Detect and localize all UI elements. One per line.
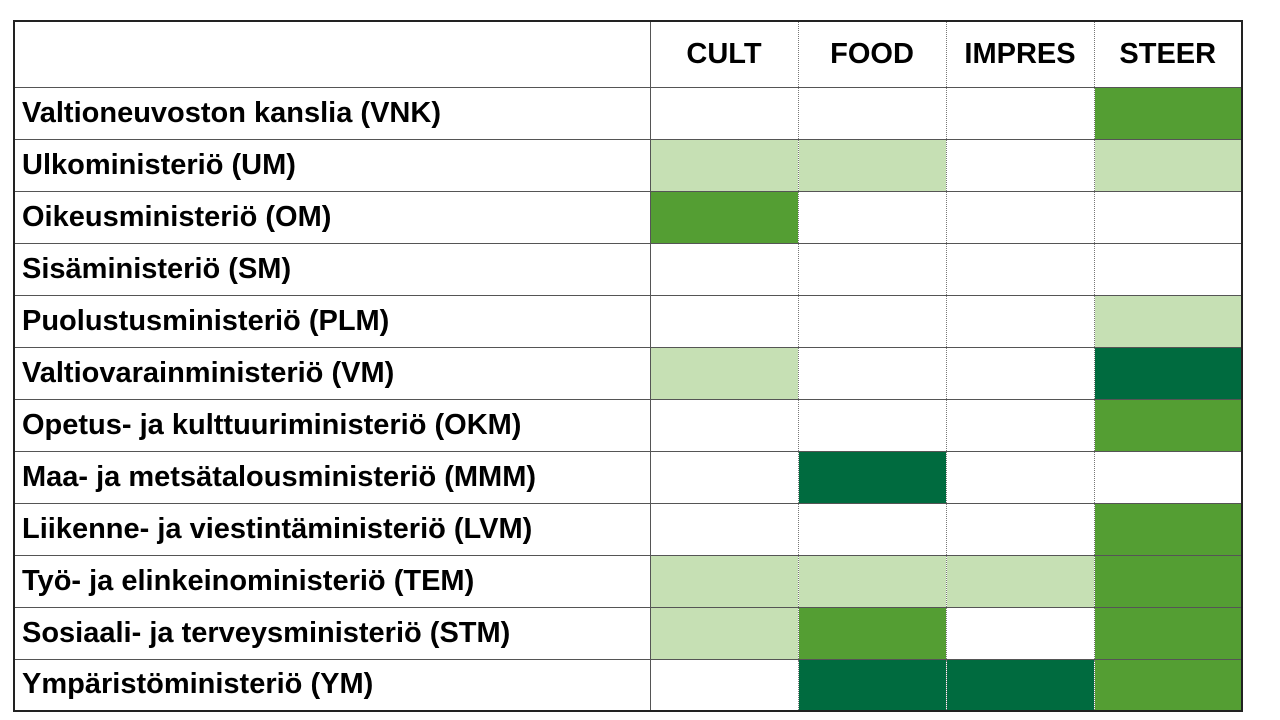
row-label: Työ- ja elinkeinoministeriö (TEM) xyxy=(13,554,651,608)
row-label: Valtioneuvoston kanslia (VNK) xyxy=(13,86,651,140)
row-label: Valtiovarainministeriö (VM) xyxy=(13,346,651,400)
matrix-cell xyxy=(797,346,947,400)
matrix-cell xyxy=(945,190,1095,244)
matrix-cell xyxy=(797,294,947,348)
matrix-cell xyxy=(945,658,1095,712)
table-row: Liikenne- ja viestintäministeriö (LVM) xyxy=(13,502,1243,556)
matrix-cell xyxy=(945,450,1095,504)
matrix-cell xyxy=(945,138,1095,192)
row-label: Sosiaali- ja terveysministeriö (STM) xyxy=(13,606,651,660)
matrix-cell xyxy=(649,658,799,712)
matrix-cell xyxy=(649,138,799,192)
row-label: Puolustusministeriö (PLM) xyxy=(13,294,651,348)
matrix-cell xyxy=(649,86,799,140)
matrix-cell xyxy=(945,294,1095,348)
matrix-cell xyxy=(797,398,947,452)
matrix-cell xyxy=(797,606,947,660)
corner-cell xyxy=(13,20,651,88)
column-header-food: FOOD xyxy=(797,20,947,88)
matrix-cell xyxy=(797,86,947,140)
table-row: Ympäristöministeriö (YM) xyxy=(13,658,1243,712)
matrix-cell xyxy=(1093,450,1243,504)
table-row: Sosiaali- ja terveysministeriö (STM) xyxy=(13,606,1243,660)
matrix-cell xyxy=(945,606,1095,660)
column-header-impres: IMPRES xyxy=(945,20,1095,88)
row-label: Liikenne- ja viestintäministeriö (LVM) xyxy=(13,502,651,556)
matrix-cell xyxy=(1093,138,1243,192)
row-label: Sisäministeriö (SM) xyxy=(13,242,651,296)
row-label: Opetus- ja kulttuuriministeriö (OKM) xyxy=(13,398,651,452)
matrix-cell xyxy=(649,346,799,400)
matrix-cell xyxy=(1093,242,1243,296)
table-row: Oikeusministeriö (OM) xyxy=(13,190,1243,244)
matrix-cell xyxy=(797,554,947,608)
row-label: Ulkoministeriö (UM) xyxy=(13,138,651,192)
matrix-cell xyxy=(945,398,1095,452)
table-row: Maa- ja metsätalousministeriö (MMM) xyxy=(13,450,1243,504)
matrix-cell xyxy=(797,138,947,192)
matrix-cell xyxy=(797,502,947,556)
ministry-topic-matrix: CULT FOOD IMPRES STEER Valtioneuvoston k… xyxy=(13,20,1243,712)
table-row: Valtioneuvoston kanslia (VNK) xyxy=(13,86,1243,140)
matrix-cell xyxy=(1093,86,1243,140)
matrix-cell xyxy=(797,242,947,296)
matrix-cell xyxy=(649,502,799,556)
row-label: Ympäristöministeriö (YM) xyxy=(13,658,651,712)
table-row: Puolustusministeriö (PLM) xyxy=(13,294,1243,348)
row-label: Oikeusministeriö (OM) xyxy=(13,190,651,244)
matrix-cell xyxy=(649,450,799,504)
matrix-cell xyxy=(1093,190,1243,244)
matrix-cell xyxy=(649,606,799,660)
row-label: Maa- ja metsätalousministeriö (MMM) xyxy=(13,450,651,504)
matrix-cell xyxy=(945,346,1095,400)
column-header-steer: STEER xyxy=(1093,20,1243,88)
table-row: Sisäministeriö (SM) xyxy=(13,242,1243,296)
table-row: Valtiovarainministeriö (VM) xyxy=(13,346,1243,400)
matrix-cell xyxy=(649,242,799,296)
table-row: Työ- ja elinkeinoministeriö (TEM) xyxy=(13,554,1243,608)
matrix-cell xyxy=(797,190,947,244)
matrix-cell xyxy=(945,554,1095,608)
matrix-cell xyxy=(1093,606,1243,660)
matrix-cell xyxy=(1093,346,1243,400)
matrix-cell xyxy=(1093,398,1243,452)
matrix-cell xyxy=(1093,294,1243,348)
matrix-cell xyxy=(649,554,799,608)
matrix-cell xyxy=(1093,502,1243,556)
matrix-cell xyxy=(649,398,799,452)
matrix-cell xyxy=(797,450,947,504)
matrix-cell xyxy=(945,502,1095,556)
table-row: Ulkoministeriö (UM) xyxy=(13,138,1243,192)
column-header-cult: CULT xyxy=(649,20,799,88)
matrix-cell xyxy=(945,242,1095,296)
matrix-cell xyxy=(1093,554,1243,608)
matrix-cell xyxy=(649,294,799,348)
matrix-cell xyxy=(945,86,1095,140)
matrix-cell xyxy=(1093,658,1243,712)
table-row: Opetus- ja kulttuuriministeriö (OKM) xyxy=(13,398,1243,452)
matrix-cell xyxy=(797,658,947,712)
header-row: CULT FOOD IMPRES STEER xyxy=(13,20,1243,88)
matrix-cell xyxy=(649,190,799,244)
